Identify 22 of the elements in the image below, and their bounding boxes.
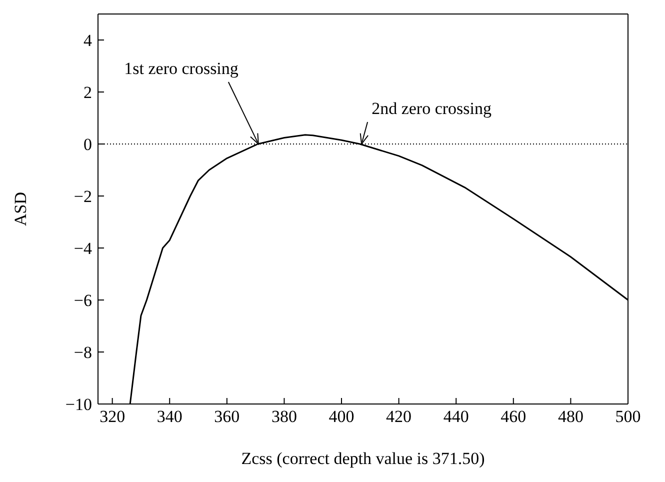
y-tick-label: −4 [74, 239, 92, 258]
x-tick-label: 320 [100, 407, 126, 426]
x-tick-label: 380 [271, 407, 297, 426]
y-tick-label: −8 [74, 343, 92, 362]
y-tick-label: −10 [65, 395, 92, 414]
x-tick-label: 420 [386, 407, 412, 426]
x-axis-title: Zcss (correct depth value is 371.50) [241, 449, 485, 468]
annotation: 2nd zero crossing [372, 99, 492, 118]
y-axis-title: ASD [11, 192, 30, 226]
x-tick-label: 500 [615, 407, 641, 426]
x-tick-label: 440 [443, 407, 469, 426]
annotation: 1st zero crossing [124, 59, 239, 78]
x-tick-label: 400 [328, 407, 354, 426]
y-tick-label: 0 [84, 135, 92, 154]
x-tick-label: 460 [500, 407, 526, 426]
y-tick-label: 2 [84, 83, 92, 102]
x-tick-label: 340 [156, 407, 182, 426]
y-tick-label: −2 [74, 187, 92, 206]
y-tick-label: −6 [74, 291, 92, 310]
y-tick-label: 4 [84, 31, 92, 50]
x-tick-label: 480 [558, 407, 584, 426]
x-tick-label: 360 [214, 407, 240, 426]
